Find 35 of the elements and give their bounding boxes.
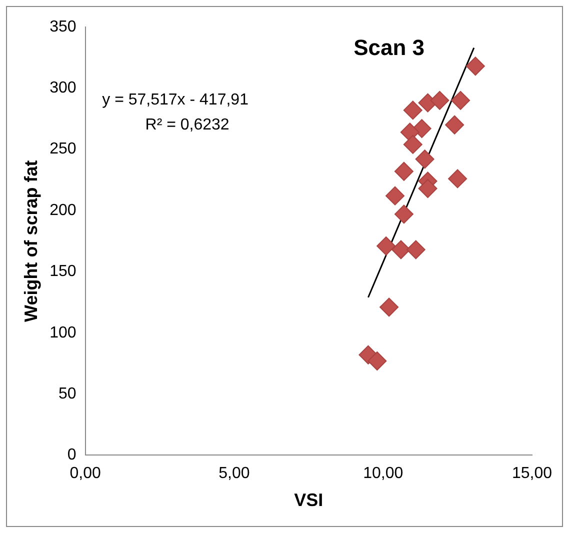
point (380, 298, 399, 317)
x-tick-label: 5,00 (218, 465, 250, 482)
y-tick-label: 250 (50, 140, 76, 158)
point (448, 169, 468, 188)
annotation: y = 57,517x - 417,91 (102, 91, 249, 108)
point (386, 186, 405, 206)
point (368, 351, 387, 370)
y-axis-title: Weight of scrap fat (20, 160, 41, 322)
point (418, 178, 438, 198)
point (403, 100, 422, 120)
y-tick-label: 100 (50, 324, 76, 342)
x-tick-label: 10,00 (363, 465, 404, 482)
annotation: R² = 0,6232 (145, 116, 230, 134)
point (391, 240, 410, 260)
point (466, 56, 485, 76)
x-axis-title: VSI (294, 490, 324, 510)
point (394, 204, 414, 224)
y-tick-label: 350 (50, 18, 76, 36)
point (403, 134, 422, 154)
point (376, 236, 396, 256)
point (400, 122, 420, 142)
y-tick-label: 0 (67, 446, 76, 464)
x-tick-label: 0,00 (70, 465, 101, 482)
x-tick-label: 15,00 (512, 465, 552, 482)
point (430, 90, 450, 110)
point (394, 162, 414, 181)
point (445, 115, 464, 134)
chart-title: Scan 3 (354, 35, 425, 60)
point (406, 240, 426, 260)
y-tick-label: 300 (50, 80, 76, 97)
point (415, 150, 434, 169)
y-tick-label: 150 (50, 263, 76, 280)
point (451, 90, 470, 110)
y-tick-label: 50 (58, 385, 76, 402)
y-tick-label: 200 (50, 202, 76, 219)
